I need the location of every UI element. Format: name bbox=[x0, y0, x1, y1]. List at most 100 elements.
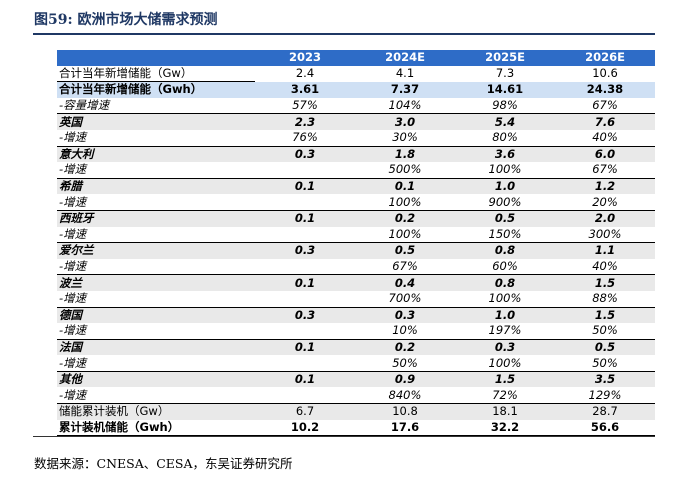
table-cell: 0.5 bbox=[555, 339, 655, 356]
table-cell: 0.3 bbox=[355, 307, 455, 324]
table-cell: 100% bbox=[455, 162, 555, 179]
table-cell: 0.5 bbox=[455, 210, 555, 227]
table-cell: 50% bbox=[555, 323, 655, 340]
table-cell: 10% bbox=[355, 323, 455, 340]
table-row: -增速 67% 60% 40% bbox=[57, 258, 655, 276]
table-row: -增速 100% 900% 20% bbox=[57, 194, 655, 211]
table-cell bbox=[255, 226, 355, 244]
table-cell: 0.3 bbox=[255, 242, 355, 259]
row-label: -增速 bbox=[57, 323, 255, 340]
header-cell: 2024E bbox=[355, 50, 455, 66]
table-cell: 88% bbox=[555, 290, 655, 308]
table-row: -增速 500% 100% 67% bbox=[57, 162, 655, 179]
table-cell: 98% bbox=[455, 97, 555, 115]
table-cell: 0.1 bbox=[355, 178, 455, 195]
table-row: 爱尔兰 0.3 0.5 0.8 1.1 bbox=[57, 242, 655, 259]
table-row: 合计当年新增储能（Gwh） 3.61 7.37 14.61 24.38 bbox=[57, 81, 655, 98]
table-row: -容量增速 57% 104% 98% 67% bbox=[57, 97, 655, 115]
table-cell: 840% bbox=[355, 387, 455, 405]
table-cell: 50% bbox=[555, 355, 655, 372]
table-cell: 0.1 bbox=[255, 371, 355, 388]
table-cell: 2.4 bbox=[295, 66, 315, 81]
table-row: 其他 0.1 0.9 1.5 3.5 bbox=[57, 371, 655, 388]
table-cell: 56.6 bbox=[555, 419, 655, 437]
table-cell: 3.0 bbox=[355, 113, 455, 130]
row-label: 合计当年新增储能（Gwh） bbox=[57, 81, 255, 98]
table-cell: 10.2 bbox=[255, 419, 355, 437]
table-row: -增速 700% 100% 88% bbox=[57, 290, 655, 308]
table-cell bbox=[255, 162, 355, 179]
table-cell: 1.8 bbox=[355, 146, 455, 163]
table-cell: 3.61 bbox=[255, 81, 355, 98]
table-cell: 67% bbox=[355, 258, 455, 276]
table-cell: 0.9 bbox=[355, 371, 455, 388]
table-row: 希腊 0.1 0.1 1.0 1.2 bbox=[57, 178, 655, 195]
table-cell: 17.6 bbox=[355, 419, 455, 437]
table-cell: 67% bbox=[555, 97, 655, 115]
row-label: 法国 bbox=[57, 339, 255, 356]
table-cell: 300% bbox=[555, 226, 655, 244]
table-cell: 50% bbox=[355, 355, 455, 372]
figure-title: 图59: 欧洲市场大储需求预测 bbox=[34, 12, 218, 28]
row-label: 累计装机储能（Gwh） bbox=[57, 419, 255, 437]
table-cell: 6.0 bbox=[555, 146, 655, 163]
table-cell: 67% bbox=[555, 162, 655, 179]
table-row: -增速 100% 150% 300% bbox=[57, 226, 655, 244]
row-label: 英国 bbox=[57, 113, 255, 130]
table-cell: 500% bbox=[355, 162, 455, 179]
row-label: 爱尔兰 bbox=[57, 242, 255, 259]
table-row: 累计装机储能（Gwh） 10.2 17.6 32.2 56.6 bbox=[57, 419, 655, 437]
table-cell: 72% bbox=[455, 387, 555, 405]
table-row: 法国 0.1 0.2 0.3 0.5 bbox=[57, 339, 655, 356]
table-cell bbox=[255, 355, 355, 372]
row-label: -增速 bbox=[57, 258, 255, 276]
header-cell bbox=[57, 50, 255, 66]
table-cell: 129% bbox=[555, 387, 655, 405]
header-cell: 2025E bbox=[455, 50, 555, 66]
table-cell: 0.3 bbox=[455, 339, 555, 356]
header-cell: 2023 bbox=[255, 50, 355, 66]
table-cell: 57% bbox=[255, 97, 355, 115]
table-row: 英国 2.3 3.0 5.4 7.6 bbox=[57, 113, 655, 130]
table-cell: 1.2 bbox=[555, 178, 655, 195]
row-label: 储能累计装机（Gw） bbox=[57, 403, 255, 420]
table-cell: 40% bbox=[555, 129, 655, 147]
table-cell: 24.38 bbox=[555, 81, 655, 98]
table-cell: 197% bbox=[455, 323, 555, 340]
table-row: 意大利 0.3 1.8 3.6 6.0 bbox=[57, 146, 655, 163]
table-row: 储能累计装机（Gw） 6.7 10.8 18.1 28.7 bbox=[57, 403, 655, 420]
table-cell: 3.6 bbox=[455, 146, 555, 163]
table-cell bbox=[255, 387, 355, 405]
table-cell: 900% bbox=[455, 194, 555, 211]
source-note: 数据来源：CNESA、CESA，东吴证券研究所 bbox=[34, 456, 293, 471]
table-cell: 2.3 bbox=[255, 113, 355, 130]
table-cell: 0.1 bbox=[255, 178, 355, 195]
table-cell bbox=[255, 258, 355, 276]
row-label: 西班牙 bbox=[57, 210, 255, 227]
table-cell: 700% bbox=[355, 290, 455, 308]
row-label: 波兰 bbox=[57, 274, 255, 291]
table-cell: 5.4 bbox=[455, 113, 555, 130]
row-label: -增速 bbox=[57, 194, 255, 211]
table-cell: 100% bbox=[355, 194, 455, 211]
row-label: 意大利 bbox=[57, 146, 255, 163]
table-row: -增速 840% 72% 129% bbox=[57, 387, 655, 405]
table-body: 合计当年新增储能（Gw） 2.4 4.1 7.3 10.6 合计当年新增储能（Gwh） 3.… bbox=[57, 66, 655, 437]
table-row: -增速 10% 197% 50% bbox=[57, 323, 655, 340]
table-cell: 0.1 bbox=[255, 339, 355, 356]
table-cell: 4.1 bbox=[395, 66, 415, 81]
row-label: -增速 bbox=[57, 355, 255, 372]
table-cell: 80% bbox=[455, 129, 555, 147]
table-cell: 100% bbox=[455, 290, 555, 308]
row-label: -增速 bbox=[57, 387, 255, 405]
table-cell: 0.2 bbox=[355, 210, 455, 227]
table-cell: 0.5 bbox=[355, 242, 455, 259]
table-cell: 150% bbox=[455, 226, 555, 244]
table-row: 合计当年新增储能（Gw） 2.4 4.1 7.3 10.6 bbox=[57, 66, 655, 82]
table-cell: 100% bbox=[455, 355, 555, 372]
forecast-table: 2023 2024E 2025E 2026E 合计当年新增储能（Gw） 2.4 4.… bbox=[57, 50, 655, 437]
table-cell: 100% bbox=[355, 226, 455, 244]
table-cell: 1.1 bbox=[555, 242, 655, 259]
table-cell: 1.0 bbox=[455, 307, 555, 324]
row-label: -增速 bbox=[57, 226, 255, 244]
